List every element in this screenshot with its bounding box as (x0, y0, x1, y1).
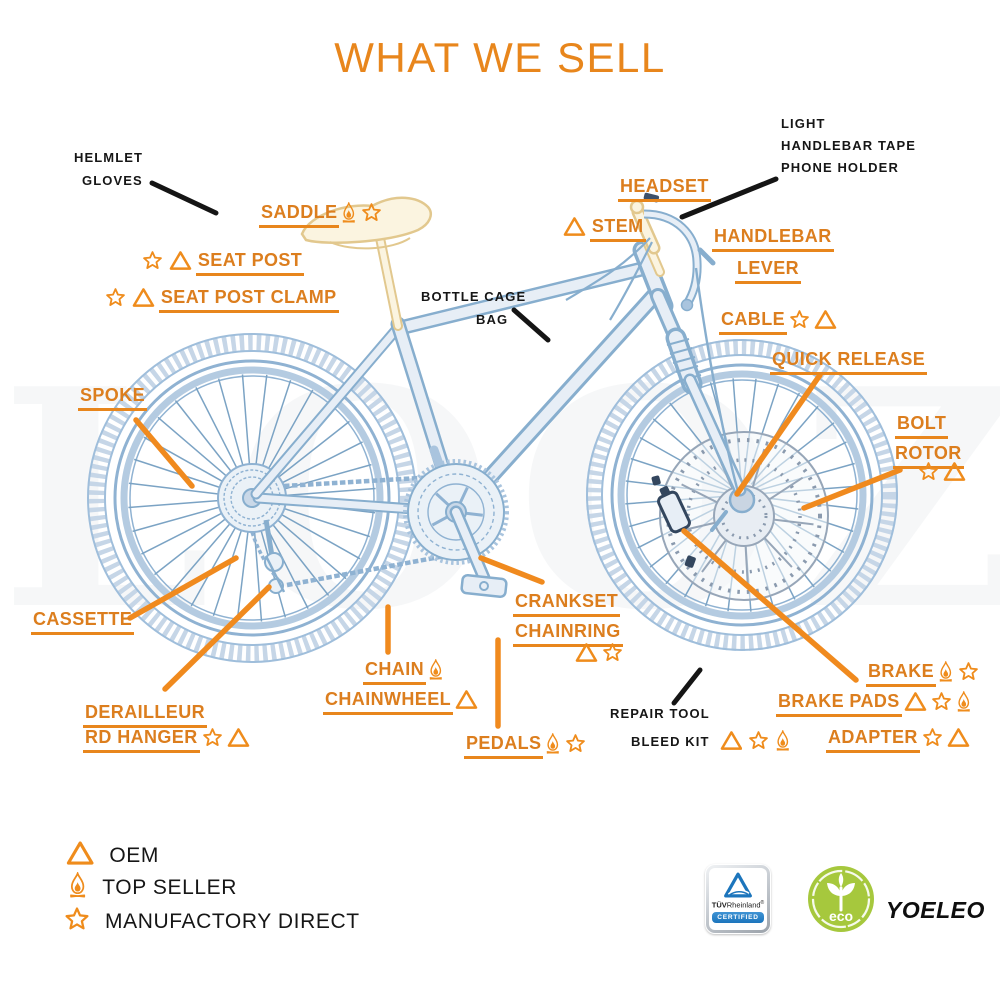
callout-lever: LEVER (735, 259, 802, 284)
tuv-brand-text: TÜVRheinland® (711, 900, 765, 910)
star-icon (918, 461, 939, 482)
legend-label: MANUFACTORY DIRECT (105, 909, 360, 933)
callout-bleed-kit: BLEED KIT (631, 730, 795, 751)
callout-handlebar-tape: HANDLEBAR TAPE (781, 138, 917, 153)
callout-helmet: HELMLET (74, 150, 144, 165)
fork (650, 288, 747, 497)
leader-lines-black (149, 176, 779, 706)
flame-icon (68, 872, 87, 898)
star-icon (64, 906, 90, 932)
callout-cassette: CASSETTE (31, 610, 135, 635)
cables (565, 237, 740, 493)
callout-bottle-cage: BOTTLE CAGE (421, 289, 527, 304)
star-icon (789, 309, 810, 330)
flame-icon (956, 691, 972, 712)
callout-phone-holder: PHONE HOLDER (781, 160, 899, 175)
callout-brake: BRAKE (866, 661, 981, 687)
legend-item-manufactory-direct: MANUFACTORY DIRECT (64, 906, 360, 937)
triangle-icon (575, 642, 598, 663)
star-icon (602, 642, 623, 663)
tuv-triangle-icon (724, 872, 752, 898)
tuv-certified-badge: TÜVRheinland® CERTIFIED (705, 864, 771, 934)
eco-leaf-icon: eco (808, 866, 874, 932)
callout-cable: CABLE (719, 309, 839, 335)
callout-seat-post: SEAT POST (140, 250, 305, 276)
callout-repair-tool: REPAIR TOOL (610, 706, 710, 721)
callout-light: LIGHT (781, 116, 826, 131)
callout-pedals: PEDALS (464, 733, 588, 759)
bleed-kit-text: BLEED KIT (631, 734, 710, 749)
star-icon (958, 661, 979, 682)
triangle-icon (947, 727, 970, 748)
triangle-icon (455, 689, 478, 710)
triangle-icon (132, 287, 155, 308)
flame-icon (341, 202, 357, 223)
triangle-icon (943, 461, 966, 482)
callout-bag: BAG (476, 312, 509, 327)
legend-item-oem: OEM (66, 840, 159, 871)
star-icon (202, 727, 223, 748)
handlebar (643, 192, 716, 312)
callout-derailleur: DERAILLEUR (83, 703, 207, 728)
flame-icon (775, 730, 791, 751)
star-icon (142, 250, 163, 271)
legend-item-top-seller: TOP SELLER (68, 872, 237, 903)
page-title: WHAT WE SELL (334, 34, 666, 81)
callout-headset: HEADSET (618, 177, 711, 202)
callout-saddle: SADDLE (259, 202, 384, 228)
callout-bolt: BOLT (895, 414, 949, 439)
flame-icon (545, 733, 561, 754)
callout-seat-post-clamp: SEAT POST CLAMP (103, 287, 339, 313)
seatpost (375, 233, 403, 331)
triangle-icon (227, 727, 250, 748)
star-icon (931, 691, 952, 712)
callout-gloves: GLOVES (82, 173, 143, 188)
callout-chainring: CHAINRING (513, 622, 623, 647)
callout-crankset: CRANKSET (513, 592, 621, 617)
callout-quick-release: QUICK RELEASE (770, 350, 928, 375)
rear-derailleur (263, 519, 286, 594)
star-icon (922, 727, 943, 748)
callout-stem: STEM (561, 216, 646, 242)
triangle-icon (720, 730, 743, 751)
callout-handlebar: HANDLEBAR (712, 227, 834, 252)
yoeleo-logo: YOELEO (886, 897, 985, 923)
callout-adapter: ADAPTER (826, 727, 972, 753)
callout-rd-hanger: RD HANGER (83, 727, 252, 753)
flame-icon (428, 659, 444, 680)
star-icon (748, 730, 769, 751)
callout-chain: CHAIN (363, 659, 446, 685)
triangle-icon (563, 216, 586, 237)
crankset (403, 445, 509, 599)
triangle-icon (66, 840, 94, 866)
eco-badge: eco (807, 865, 875, 933)
legend-label: TOP SELLER (102, 875, 238, 899)
star-icon (105, 287, 126, 308)
tuv-certified-banner: CERTIFIED (712, 911, 764, 923)
star-icon (361, 202, 382, 223)
legend-label: OEM (109, 843, 159, 867)
triangle-icon (814, 309, 837, 330)
chainring-icons (573, 642, 625, 663)
flame-icon (938, 661, 954, 682)
rotor-icons (916, 461, 968, 482)
callout-chainwheel: CHAINWHEEL (323, 689, 480, 715)
callout-brake-pads: BRAKE PADS (776, 691, 973, 717)
svg-text:eco: eco (829, 908, 853, 924)
callout-spoke: SPOKE (78, 386, 148, 411)
callout-rotor: ROTOR (893, 444, 964, 469)
triangle-icon (904, 691, 927, 712)
bleed-kit-icons (718, 730, 795, 751)
star-icon (565, 733, 586, 754)
leader-lines-orange (127, 372, 903, 729)
disc-rotor (659, 431, 829, 601)
triangle-icon (169, 250, 192, 271)
